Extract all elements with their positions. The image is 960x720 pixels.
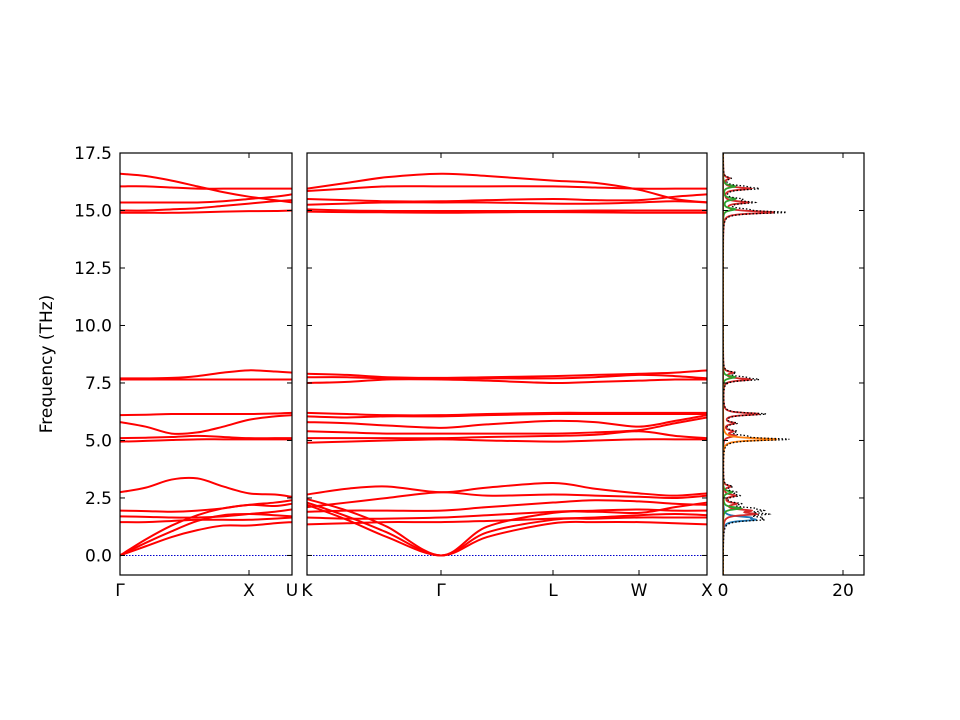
y-tick-label: 15.0 [74,201,112,221]
phonon-band [120,508,292,519]
y-tick-label: 2.5 [85,489,112,509]
x-tick-label: U [286,581,298,601]
phonon-band [120,172,292,204]
phonon-band [307,172,707,204]
phonon-band [307,430,707,440]
x-tick-label: Γ [436,581,446,601]
phonon-band [120,414,292,435]
phonon-band [307,501,707,557]
phonon-band [120,411,292,417]
phonon-band [120,434,292,440]
x-tick-label: X [701,581,713,601]
phonon-band [307,369,707,379]
y-tick-label: 17.5 [74,144,112,164]
plot-area [120,172,292,557]
phonon-band [120,516,292,524]
x-tick-label: 20 [832,581,854,601]
phonon-band [307,208,707,212]
y-tick-label: 10.0 [74,316,112,336]
y-tick-label: 0.0 [85,546,112,566]
phonon-band [307,200,707,206]
phonon-band [307,210,707,214]
x-tick-label: W [631,581,648,601]
phonon-band [307,185,707,192]
phonon-band [120,369,292,380]
phonon-band [120,209,292,214]
phonon-band [307,378,707,384]
phonon-band [307,414,707,429]
band-panel-left: 0.0 2.5 5.0 7.5 10.0 12.5 15.0 17.5 Γ X U [74,144,298,601]
y-tick-label: 12.5 [74,259,112,279]
panel-frame [722,152,865,576]
phonon-band [120,502,292,513]
x-tick-label: K [301,581,313,601]
panel-frame [306,152,708,576]
phonon-band [307,411,707,417]
phonon-band [307,416,707,435]
phonon-band [120,438,292,443]
x-tick-label: 0 [718,581,729,601]
phonon-band [120,499,292,557]
plot-area [307,172,707,557]
x-tick-label: L [548,581,558,601]
phonon-band [307,499,707,513]
phonon-band [307,513,707,526]
phonon-band [120,193,292,204]
phonon-band [120,199,292,212]
projected-dos-curve [723,153,775,575]
phonon-band [307,508,707,520]
dos-panel: 0 20 [718,152,865,601]
phonon-band [120,476,292,498]
total-dos-curve [723,153,790,575]
phonon-band [307,373,707,380]
phonon-band [307,438,707,444]
y-axis-label: Frequency (THz) [37,295,57,434]
phonon-band [307,193,707,203]
x-tick-label: Γ [115,581,125,601]
panel-frame [119,152,293,576]
phonon-band [307,412,707,419]
phonon-band [307,482,707,497]
phonon-band [307,503,707,557]
x-tick-label: X [243,581,255,601]
y-tick-label: 5.0 [85,431,112,451]
phonon-band [307,491,707,509]
plot-area [723,153,790,575]
phonon-band [120,521,292,557]
y-tick-label: 7.5 [85,374,112,394]
